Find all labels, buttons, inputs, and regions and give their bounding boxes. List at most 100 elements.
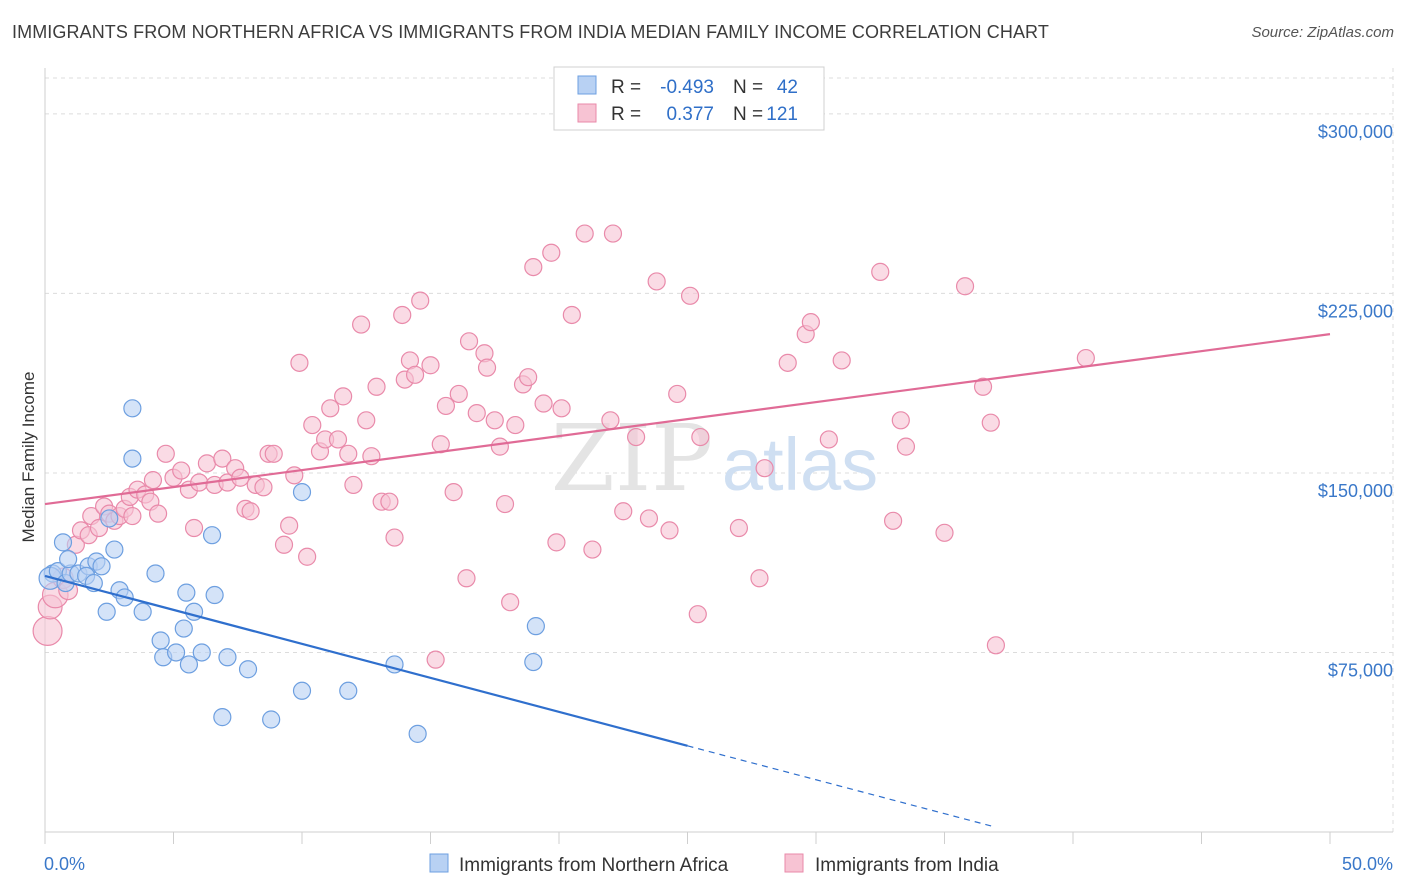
india-point	[832, 351, 851, 370]
legend-r-value-1: -0.493	[660, 77, 714, 98]
trend-lines	[44, 333, 1331, 828]
india-point	[871, 262, 890, 281]
y-tick-label: $225,000	[1318, 301, 1393, 321]
legend-swatch-pink	[577, 103, 597, 123]
india-point	[506, 415, 525, 435]
india-point	[380, 492, 399, 511]
india-point	[562, 305, 581, 325]
india-point	[32, 615, 63, 646]
series-legend: Immigrants from Northern Africa Immigran…	[429, 853, 999, 876]
watermark: ZIP atlas	[551, 405, 878, 512]
india-point	[303, 415, 322, 435]
india-point	[896, 437, 916, 456]
northern-africa-point	[100, 509, 119, 528]
india-point	[344, 475, 363, 495]
northern-africa-point	[218, 648, 237, 667]
india-point	[973, 377, 993, 396]
india-point	[614, 502, 633, 521]
india-point	[883, 511, 903, 530]
india-point	[290, 353, 309, 372]
india-point	[691, 427, 710, 447]
india-point	[639, 509, 659, 528]
series-legend-label-northern-africa: Immigrants from Northern Africa	[459, 855, 729, 876]
northern-africa-point	[174, 619, 193, 638]
india-point	[274, 535, 294, 554]
axes	[44, 68, 1393, 844]
india-point	[501, 593, 520, 612]
india-point	[552, 399, 571, 418]
india-point	[668, 384, 687, 404]
india-point	[352, 315, 371, 334]
india-point	[490, 437, 509, 456]
india-point	[495, 494, 515, 514]
india-point	[321, 399, 340, 418]
northern-africa-point	[123, 399, 142, 418]
india-point	[172, 461, 191, 480]
legend-r-label-2: R =	[611, 104, 641, 125]
northern-africa-points	[38, 399, 545, 743]
series-legend-label-india: Immigrants from India	[815, 855, 999, 876]
india-point	[542, 243, 561, 262]
india-point	[547, 533, 566, 552]
northern-africa-point	[262, 710, 281, 729]
india-point	[449, 384, 468, 404]
india-point	[241, 502, 260, 521]
northern-africa-point	[213, 708, 232, 727]
northern-africa-point	[179, 655, 199, 674]
x-tick-label-right: 50.0%	[1342, 854, 1393, 874]
india-point	[891, 411, 910, 430]
india-point	[935, 523, 954, 542]
india-point	[981, 413, 1000, 432]
india-point	[467, 404, 486, 423]
india-point	[647, 272, 666, 291]
grid-lines	[45, 68, 1394, 832]
india-point	[485, 411, 504, 430]
legend-r-value-2: 0.377	[666, 104, 714, 125]
legend-n-value-2: 121	[766, 104, 798, 125]
stats-legend: R = -0.493 N = 42 R = 0.377 N = 121	[553, 66, 825, 131]
northern-africa-point	[524, 652, 543, 672]
y-tick-labels: $75,000 $150,000 $225,000 $300,000	[1318, 122, 1393, 681]
india-point	[626, 427, 646, 447]
northern-africa-point	[166, 643, 186, 662]
northern-africa-point	[205, 585, 224, 605]
india-point	[660, 521, 679, 540]
india-point	[755, 459, 774, 478]
series-legend-swatch-pink	[784, 853, 804, 873]
india-point	[328, 430, 348, 449]
northern-africa-point	[146, 564, 165, 583]
india-point	[405, 365, 425, 384]
india-point	[436, 396, 456, 416]
india-point	[143, 471, 163, 490]
india-point	[778, 353, 797, 372]
india-point	[459, 332, 479, 351]
source-credit: Source: ZipAtlas.com	[1251, 24, 1394, 41]
india-point	[280, 516, 299, 535]
india-point	[729, 518, 749, 538]
india-point	[575, 224, 594, 243]
legend-swatch-blue	[577, 75, 597, 95]
india-point	[367, 377, 386, 396]
india-point	[801, 313, 820, 332]
india-point	[264, 444, 283, 463]
northern-africa-point	[192, 643, 211, 662]
india-point	[357, 411, 376, 430]
y-tick-label: $300,000	[1318, 122, 1393, 142]
india-point	[583, 540, 602, 559]
northern-africa-point	[97, 602, 116, 621]
series-legend-swatch-blue	[429, 853, 449, 873]
legend-n-value-1: 42	[777, 77, 798, 98]
india-point	[524, 257, 543, 277]
northern-africa-point	[292, 483, 312, 502]
northern-africa-point	[292, 681, 312, 700]
y-axis-label: Median Family Income	[19, 371, 38, 542]
india-point	[393, 305, 412, 325]
india-point	[444, 483, 463, 502]
india-point	[298, 547, 317, 566]
india-point	[519, 368, 538, 387]
northern-africa-point	[59, 550, 78, 569]
india-point	[955, 277, 975, 296]
northern-africa-point	[526, 617, 545, 636]
india-point	[688, 605, 707, 624]
